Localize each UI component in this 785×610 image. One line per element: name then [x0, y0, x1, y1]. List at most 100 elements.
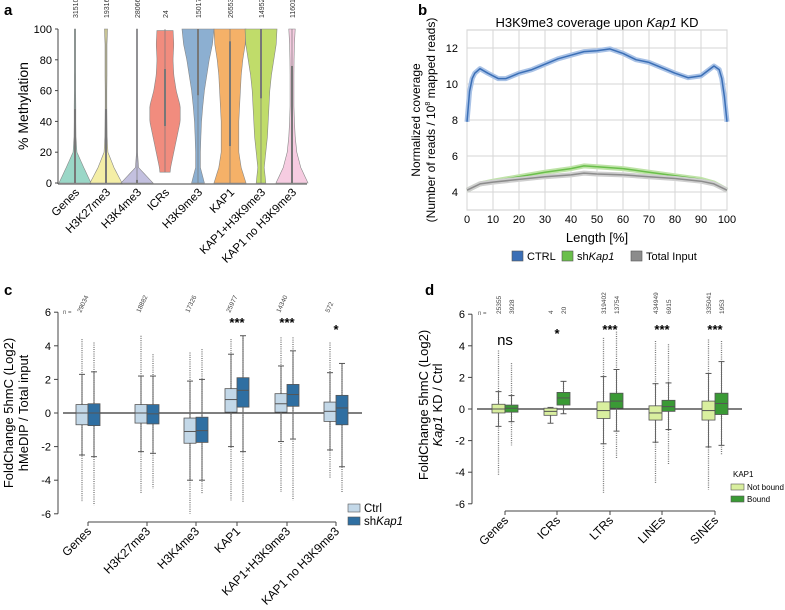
panel-b-y-axis-label-1: Normalized coverage: [409, 63, 423, 177]
panel-b-y-axis-label-2: (Number of reads / 108 mapped reads): [424, 18, 438, 223]
category-label: Genes: [476, 513, 511, 548]
count-label-not-bound: 4: [548, 310, 555, 314]
count-label-bound: 1953: [719, 299, 726, 314]
y-tick-label: 6: [459, 309, 465, 321]
x-tick-label: 10: [487, 214, 499, 226]
count-label: 24: [163, 10, 170, 18]
count-label-not-bound: 335041: [706, 292, 713, 314]
legend-title: KAP1: [733, 470, 754, 479]
y-tick-label: 4: [459, 341, 465, 353]
y-tick-label: 0: [459, 404, 465, 416]
category-label: ICRs: [534, 513, 563, 542]
panel-b-x-axis-label: Length [%]: [566, 230, 628, 245]
series-line: [466, 48, 728, 122]
legend-label-italic: Kap1: [589, 251, 615, 263]
x-tick-label: 0: [464, 214, 470, 226]
category-label: KAP1: [208, 187, 237, 216]
count-label: 29034: [76, 294, 90, 314]
box: [224, 388, 238, 413]
count-label-bound: 6915: [666, 299, 673, 314]
significance-label: ***: [229, 315, 245, 330]
legend-label: CTRL: [527, 251, 556, 263]
x-tick-label: 30: [539, 214, 551, 226]
panel-label-c: c: [4, 282, 12, 299]
count-label: 26553: [228, 0, 235, 18]
y-tick-label: 8: [452, 115, 458, 127]
legend-swatch: [347, 503, 361, 513]
y-tick-label: 80: [40, 55, 52, 67]
significance-label: ***: [707, 322, 723, 337]
legend-label-italic: Kap1: [376, 516, 403, 528]
panel-b-title: H3K9me3 coverage upon Kap1 KD: [495, 15, 698, 30]
category-label: H3K4me3: [154, 524, 202, 572]
box: [274, 393, 288, 413]
significance-label: ***: [279, 315, 295, 330]
legend-label: Ctrl: [364, 503, 382, 515]
legend-label-prefix: sh: [577, 251, 589, 263]
significance-label: *: [333, 322, 339, 337]
legend-label: shKap1: [364, 516, 403, 528]
y-tick-label: 40: [40, 116, 52, 128]
y-tick-label: 4: [45, 341, 51, 353]
panel-c-boxplot: FoldChange 5hmC (Log2) hMeDIP / Total in…: [1, 294, 403, 608]
y-tick-label: 0: [46, 178, 52, 190]
y-tick-label: 0: [45, 408, 51, 420]
y-tick-label: -2: [41, 442, 51, 454]
y-tick-label: 2: [45, 374, 51, 386]
category-label: ICRs: [146, 186, 173, 213]
legend-swatch: [730, 495, 745, 503]
x-tick-label: 90: [695, 214, 707, 226]
count-label: 11601: [290, 0, 297, 18]
count-label-not-bound: 434949: [653, 292, 660, 314]
category-label: Genes: [59, 524, 94, 559]
count-label-bound: 13754: [614, 296, 621, 314]
panel-a-y-axis-label: % Methylation: [15, 62, 31, 150]
category-label: SINEs: [687, 513, 721, 547]
count-label: 14340: [275, 294, 289, 314]
legend-swatch: [347, 516, 361, 526]
x-tick-label: 20: [513, 214, 525, 226]
category-label: LTRs: [587, 513, 617, 543]
y-tick-label: -6: [41, 509, 51, 521]
box: [134, 404, 148, 424]
panel-a-violin-chart: % Methylation 02040608010031510Genes1931…: [15, 0, 309, 266]
count-label-bound: 3928: [509, 299, 516, 314]
legend-swatch: [511, 250, 524, 262]
count-label: 15017: [196, 0, 203, 18]
panel-d-boxplot: FoldChange 5hmC (Log2) Kap1 KD / Ctrl -6…: [416, 292, 784, 548]
box: [87, 403, 101, 427]
y-tick-label: 10: [446, 79, 458, 91]
panel-c-y-axis-label-2: hMeDIP / Total input: [16, 354, 31, 471]
n-label: n =: [63, 310, 72, 316]
count-label-not-bound: 25355: [496, 296, 503, 314]
box: [335, 394, 349, 426]
panel-label-a: a: [4, 2, 13, 19]
count-label: 28066: [135, 0, 142, 18]
legend-swatch: [561, 250, 574, 262]
panel-b-line-chart: H3K9me3 coverage upon Kap1 KD Length [%]…: [409, 15, 736, 263]
count-label: 572: [324, 301, 335, 314]
count-label: 18882: [135, 294, 149, 314]
legend-label: Total Input: [646, 251, 697, 263]
panel-label-b: b: [418, 2, 427, 19]
significance-label: ns: [497, 332, 513, 349]
panel-d-y-axis-label-1: FoldChange 5hmC (Log2): [416, 330, 431, 480]
legend-swatch: [630, 250, 643, 262]
count-label: 31510: [73, 0, 80, 18]
category-label: H3K27me3: [101, 524, 154, 577]
x-tick-label: 100: [718, 214, 736, 226]
count-label-not-bound: 319402: [601, 292, 608, 314]
legend-label: Not bound: [747, 483, 784, 492]
box: [556, 392, 571, 406]
x-tick-label: 60: [617, 214, 629, 226]
box: [236, 377, 250, 408]
y-tick-label: 6: [452, 151, 458, 163]
y-tick-label: 2: [459, 372, 465, 384]
significance-label: ***: [602, 322, 618, 337]
panel-label-d: d: [425, 282, 434, 299]
box: [286, 384, 300, 407]
box: [195, 416, 209, 443]
legend-label-prefix: sh: [364, 516, 376, 528]
box: [183, 417, 197, 444]
x-tick-label: 50: [591, 214, 603, 226]
